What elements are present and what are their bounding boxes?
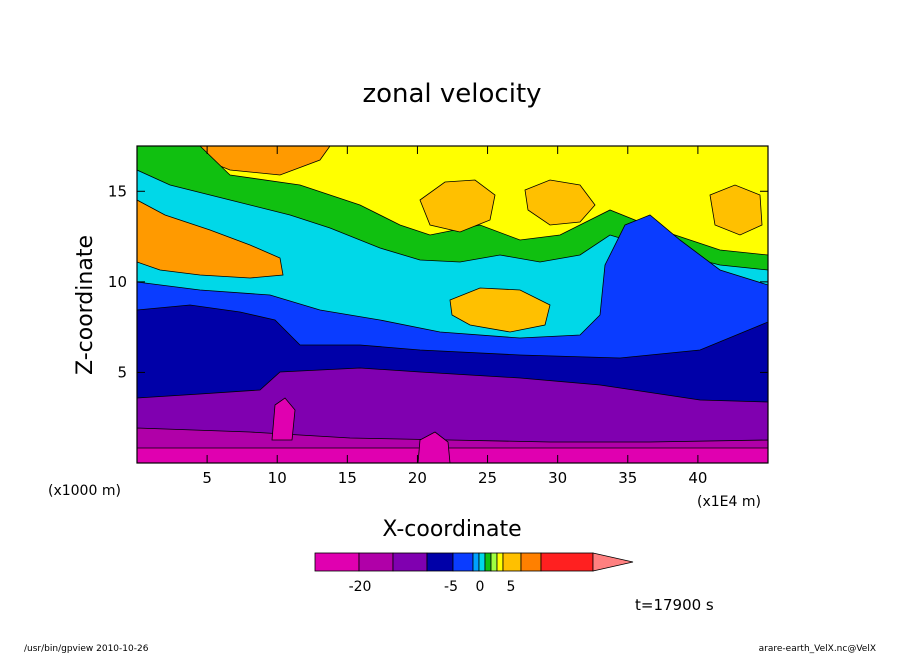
- colorbar-segment: [520, 552, 542, 572]
- region-orange-upper-right: [524, 179, 596, 226]
- region-orange-right: [419, 179, 496, 233]
- colorbar-segment: [478, 552, 486, 572]
- colorbar-segment: [540, 552, 594, 572]
- region-magenta: [137, 447, 768, 463]
- x-tick-label: 30: [548, 469, 567, 487]
- colorbar-segment: [426, 552, 454, 572]
- region-magenta-blob: [417, 431, 451, 463]
- footer-left: /usr/bin/gpview 2010-10-26: [24, 644, 149, 654]
- x-axis: 5 10 15 20 25 30 35 40: [202, 146, 707, 487]
- x-tick-label: 15: [338, 469, 357, 487]
- x-axis-label: X-coordinate: [382, 517, 521, 542]
- x-tick-label: 20: [408, 469, 427, 487]
- colorbar-segment: [358, 552, 394, 572]
- y-tick-label: 10: [108, 273, 127, 291]
- y-tick-label: 15: [108, 182, 127, 200]
- x-unit-right: (x1E4 m): [697, 494, 761, 510]
- colorbar-segment: [484, 552, 492, 572]
- colorbar-arrow: [592, 552, 634, 572]
- x-unit-left: (x1000 m): [48, 483, 121, 499]
- y-axis: 5 10 15: [108, 182, 768, 381]
- colorbar-segment: [496, 552, 504, 572]
- y-tick-label: 5: [117, 363, 127, 381]
- colorbar-tick-label: -20: [349, 579, 372, 595]
- x-tick-label: 25: [478, 469, 497, 487]
- region-orange-left: [137, 199, 284, 279]
- colorbar-segment: [452, 552, 474, 572]
- colorbar-segment: [490, 552, 498, 572]
- region-orange-far-right: [709, 184, 763, 236]
- region-magenta-blob-2: [271, 397, 296, 441]
- colorbar-segment: [314, 552, 360, 572]
- colorbar-segment: [392, 552, 428, 572]
- footer-right: arare-earth_VelX.nc@VelX: [759, 644, 876, 654]
- plot-border: [136, 145, 769, 464]
- plot-area: [137, 146, 768, 463]
- x-tick-label: 5: [202, 469, 212, 487]
- colorbar-tick-labels: -20 -5 0 5: [349, 579, 516, 595]
- colorbar-segment: [472, 552, 480, 572]
- colorbar-segment: [502, 552, 522, 572]
- chart-title: zonal velocity: [362, 79, 541, 109]
- x-tick-label: 10: [268, 469, 287, 487]
- x-tick-label: 35: [618, 469, 637, 487]
- colorbar-tick-label: 5: [507, 579, 516, 595]
- y-axis-label: Z-coordinate: [73, 235, 98, 375]
- region-orange-mid: [449, 287, 551, 333]
- colorbar-tick-label: 0: [476, 579, 485, 595]
- colorbar-tick-label: -5: [444, 579, 458, 595]
- colorbar: [314, 552, 634, 572]
- time-label: t=17900 s: [635, 596, 714, 614]
- x-tick-label: 40: [688, 469, 707, 487]
